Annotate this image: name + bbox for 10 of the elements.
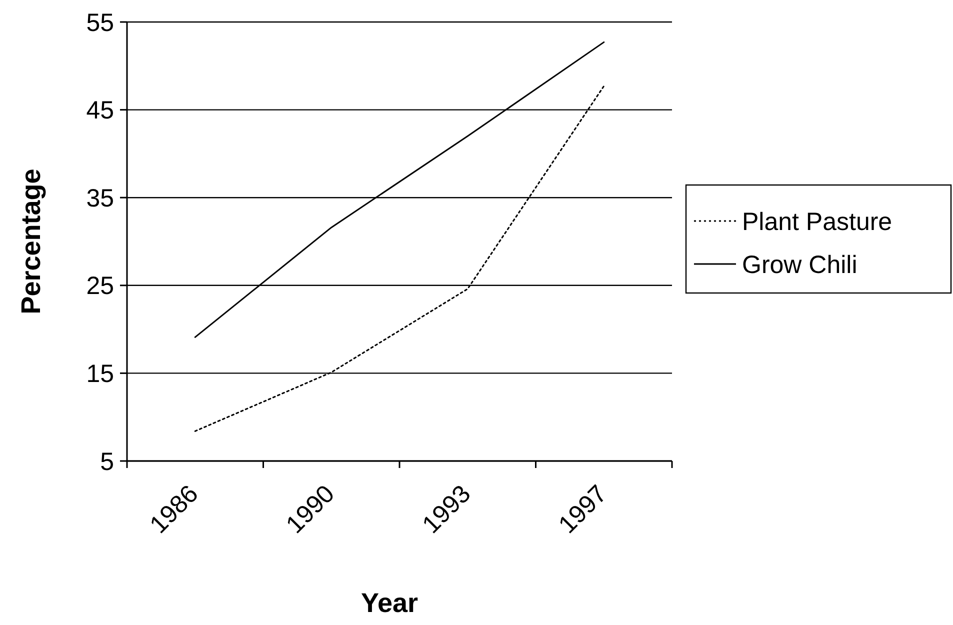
y-tick-label: 35 (86, 184, 114, 212)
y-tick-label: 25 (86, 272, 114, 300)
y-tick-label: 45 (86, 96, 114, 125)
legend-label: Plant Pasture (742, 208, 892, 236)
y-tick-label: 55 (86, 8, 114, 37)
y-tick-label: 15 (86, 360, 114, 388)
x-axis-title: Year (360, 588, 419, 618)
legend-label: Grow Chili (742, 250, 858, 279)
y-axis-title: Percentage (16, 168, 46, 314)
y-tick-label: 5 (100, 448, 114, 476)
